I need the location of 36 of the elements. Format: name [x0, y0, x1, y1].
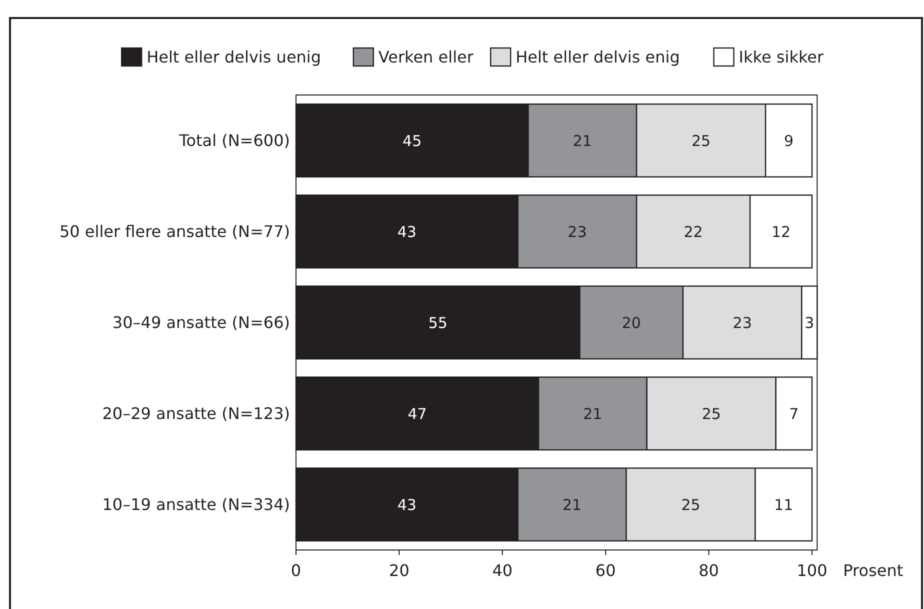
data-label: 21	[562, 496, 582, 514]
x-tick-label: 0	[290, 561, 302, 580]
data-label: 55	[428, 314, 448, 332]
data-label: 12	[771, 222, 791, 241]
data-label: 43	[397, 496, 416, 514]
x-tick-label: 60	[595, 561, 616, 580]
x-tick-label: 80	[698, 561, 719, 580]
data-label: 25	[681, 496, 700, 514]
data-label: 25	[702, 404, 721, 423]
data-label: 23	[732, 314, 752, 332]
y-tick-label: 50 eller flere ansatte (N=77)	[59, 222, 290, 242]
data-label: 45	[402, 132, 422, 150]
y-tick-label: 10–19 ansatte (N=334)	[102, 495, 290, 514]
data-label: 7	[789, 404, 799, 423]
data-label: 43	[397, 222, 416, 241]
data-label: 22	[684, 222, 703, 241]
legend-label: Verken eller	[378, 48, 474, 67]
data-label: 47	[408, 404, 427, 423]
y-tick-label: 20–29 ansatte (N=123)	[102, 404, 290, 424]
legend-label: Ikke sikker	[738, 48, 824, 67]
legend-label: Helt eller delvis uenig	[146, 48, 322, 67]
x-axis-title: Prosent	[843, 561, 904, 580]
y-tick-label: Total (N=600)	[178, 131, 290, 150]
data-label: 21	[583, 404, 602, 423]
data-label: 21	[572, 132, 592, 150]
legend-label: Helt eller delvis enig	[516, 48, 680, 67]
data-label: 20	[622, 314, 641, 332]
data-label: 23	[568, 222, 587, 241]
y-tick-label: 30–49 ansatte (N=66)	[112, 313, 290, 332]
data-label: 3	[804, 314, 814, 332]
data-label: 11	[774, 496, 794, 514]
data-label: 9	[784, 132, 794, 150]
x-tick-label: 100	[796, 561, 828, 580]
data-label: 25	[692, 132, 711, 150]
x-tick-label: 40	[492, 561, 513, 580]
x-tick-label: 20	[389, 561, 410, 580]
